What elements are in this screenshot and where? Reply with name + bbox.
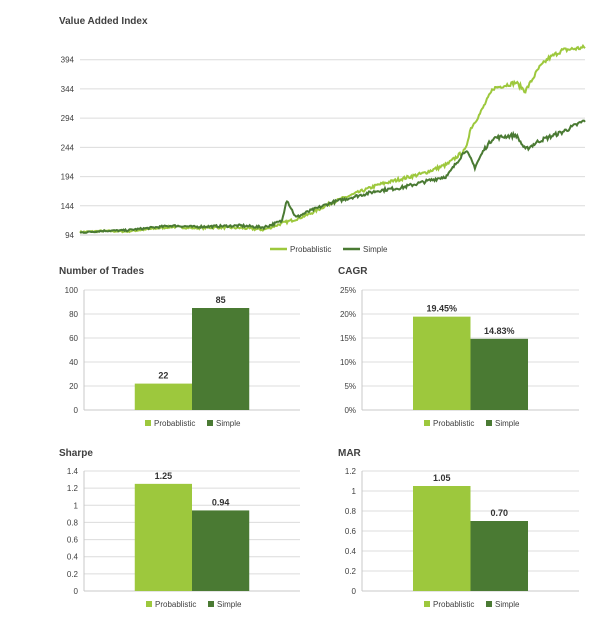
bar-chart: 0 0.2 0.4 0.6 0.8 1 1.2 1.05 0.70 Probablistic Sim… [345, 467, 579, 609]
y-tick-label: 1.2 [345, 467, 357, 476]
data-label: 85 [216, 295, 226, 305]
bar-chart: 0 0.2 0.4 0.6 0.8 1 1.2 1.4 1.25 0.94 Probablistic… [67, 467, 300, 609]
data-label: 19.45% [426, 304, 457, 314]
y-tick-label: 25% [340, 286, 356, 295]
y-tick-label: 0 [74, 587, 79, 596]
y-tick-label: 394 [61, 56, 75, 65]
y-tick-label: 15% [340, 334, 356, 343]
legend-label: Probablistic [433, 600, 474, 609]
bar-chart: 0% 5% 10% 15% 20% 25% 19.45% 14.83% Probablistic… [340, 286, 579, 428]
y-tick-label: 100 [65, 286, 79, 295]
bar-simple [192, 308, 250, 410]
legend-label: Probablistic [290, 245, 331, 254]
y-tick-label: 1 [74, 501, 79, 510]
data-label: 22 [158, 371, 168, 381]
y-tick-label: 1 [352, 487, 357, 496]
y-tick-label: 0 [352, 587, 357, 596]
number-of-trades-panel: Number of Trades 0 20 40 60 80 100 22 85 Probabl… [0, 262, 300, 437]
bar-chart: 0 20 40 60 80 100 22 85 Probablistic Simple [65, 286, 300, 428]
y-tick-label: 0.8 [345, 507, 357, 516]
bar-simple [470, 338, 529, 410]
legend-swatch [424, 601, 430, 607]
chart-title: Value Added Index [59, 16, 148, 27]
bar-probablistic [134, 383, 192, 410]
bar-probablistic [412, 316, 471, 410]
data-label: 0.94 [212, 497, 230, 507]
line-chart: 94 144 194 244 294 344 394 Probablistic Simple [61, 43, 586, 254]
y-tick-label: 294 [61, 114, 75, 123]
legend-swatch [486, 601, 492, 607]
legend-label: Simple [495, 419, 520, 428]
y-tick-label: 144 [61, 202, 75, 211]
cagr-panel: CAGR 0% 5% 10% 15% 20% 25% 19.45% 14.83% Probabl… [300, 262, 600, 437]
legend-swatch [145, 420, 151, 426]
legend-label: Probablistic [155, 600, 196, 609]
y-tick-label: 0.6 [67, 536, 79, 545]
y-tick-label: 0.6 [345, 527, 357, 536]
series-line [80, 119, 586, 234]
legend-label: Probablistic [433, 419, 474, 428]
legend-label: Probablistic [154, 419, 195, 428]
y-tick-label: 5% [344, 382, 356, 391]
y-tick-label: 344 [61, 85, 75, 94]
legend-label: Simple [495, 600, 520, 609]
legend-swatch [207, 420, 213, 426]
chart-title: Sharpe [59, 448, 93, 459]
y-tick-label: 1.2 [67, 484, 79, 493]
y-tick-label: 0.4 [67, 553, 79, 562]
bar-simple [470, 521, 529, 591]
value-added-index-panel: Value Added Index 94 144 194 244 294 344 394 Pr… [0, 0, 600, 262]
y-tick-label: 0.2 [345, 567, 357, 576]
legend-swatch [146, 601, 152, 607]
chart-title: CAGR [338, 266, 368, 277]
data-label: 1.25 [155, 471, 173, 481]
y-tick-label: 0 [74, 406, 79, 415]
y-tick-label: 0.2 [67, 570, 79, 579]
bar-probablistic [412, 486, 471, 591]
y-tick-label: 0% [344, 406, 356, 415]
chart-title: Number of Trades [59, 266, 145, 277]
sharpe-panel: Sharpe 0 0.2 0.4 0.6 0.8 1 1.2 1.4 1.25 0.94 Proba… [0, 440, 300, 627]
data-label: 1.05 [433, 473, 451, 483]
y-tick-label: 194 [61, 173, 75, 182]
legend-swatch [424, 420, 430, 426]
bar-simple [192, 510, 250, 591]
y-tick-label: 20% [340, 310, 356, 319]
bar-probablistic [134, 483, 192, 591]
data-label: 0.70 [490, 508, 508, 518]
y-tick-label: 10% [340, 358, 356, 367]
legend-swatch [486, 420, 492, 426]
y-tick-label: 0.8 [67, 518, 79, 527]
data-label: 14.83% [484, 326, 515, 336]
legend-label: Simple [216, 419, 241, 428]
y-tick-label: 0.4 [345, 547, 357, 556]
y-tick-label: 40 [69, 358, 78, 367]
chart-title: MAR [338, 448, 361, 459]
y-tick-label: 80 [69, 310, 78, 319]
y-tick-label: 1.4 [67, 467, 79, 476]
legend-swatch [208, 601, 214, 607]
legend-label: Simple [217, 600, 242, 609]
y-tick-label: 244 [61, 143, 75, 152]
y-tick-label: 94 [65, 231, 74, 240]
y-tick-label: 60 [69, 334, 78, 343]
y-tick-label: 20 [69, 382, 78, 391]
legend-label: Simple [363, 245, 388, 254]
mar-panel: MAR 0 0.2 0.4 0.6 0.8 1 1.2 1.05 0.70 Probablisti… [300, 440, 600, 627]
